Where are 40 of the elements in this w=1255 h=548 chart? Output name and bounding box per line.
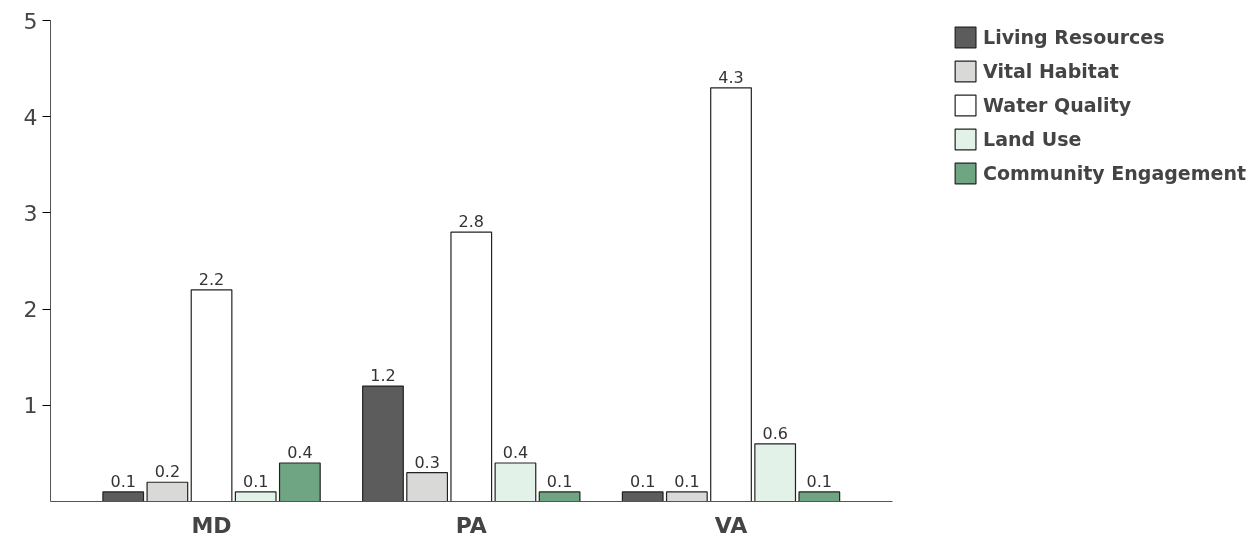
bar [538,491,581,502]
y-tick-label: 3 [23,200,38,226]
bar [450,231,493,502]
data-label: 0.1 [242,471,269,491]
data-label: 2.2 [198,269,225,289]
legend-label: Water Quality [983,94,1132,116]
data-label: 0.1 [110,471,136,491]
data-label: 4.3 [718,67,744,87]
data-label: 0.1 [546,471,573,491]
bar [798,491,841,502]
legend-label: Vital Habitat [983,60,1119,82]
bar [494,462,537,502]
legend-label: Community Engagement [983,162,1246,184]
bar [190,289,233,502]
y-tick-label: 2 [23,297,38,323]
data-label: 0.3 [414,452,440,472]
data-label: 0.1 [674,471,700,491]
x-tick-label: PA [455,512,487,538]
bar [406,472,449,502]
legend-label: Land Use [983,128,1082,150]
y-tick-label: 4 [23,104,38,130]
bar [146,481,189,502]
bar [710,87,752,502]
legend-label: Living Resources [983,26,1165,48]
data-label: 0.6 [762,423,788,443]
data-label: 0.1 [806,471,833,491]
x-tick-label: MD [191,512,232,538]
y-tick-label: 5 [23,8,38,34]
y-tick-label: 1 [23,393,38,419]
data-label: 1.2 [370,366,396,386]
bar [754,443,797,502]
data-label: 0.4 [287,443,313,463]
x-tick-label: VA [714,512,748,538]
bar [234,491,277,502]
data-label: 0.1 [629,471,656,491]
bar [278,462,321,502]
data-label: 0.4 [502,443,529,463]
data-label: 0.2 [154,462,181,482]
data-label: 2.8 [458,212,485,232]
bar [665,491,708,502]
